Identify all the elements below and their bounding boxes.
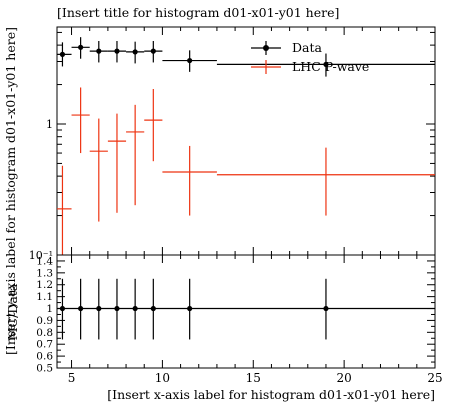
x-tick-label: 20 — [336, 371, 351, 385]
data-point — [187, 57, 193, 64]
ratio-point — [132, 305, 138, 312]
ratio-point — [150, 305, 156, 312]
x-tick-label: 5 — [68, 371, 76, 385]
ratio-point — [59, 305, 66, 312]
ratio-point — [96, 305, 102, 312]
ratio-point — [114, 305, 120, 312]
main-y-ticks: 10⁻¹ 1 — [29, 31, 435, 262]
legend-data-label: Data — [292, 40, 322, 55]
legend-data-marker-point — [263, 45, 269, 51]
data-point — [132, 49, 138, 55]
ratio-y-tick-label: 1.3 — [36, 267, 53, 279]
x-tick-label: 15 — [246, 371, 261, 385]
x-tick-labels: 5 10 15 20 25 — [68, 371, 443, 385]
data-point — [78, 44, 84, 50]
ratio-y-tick-label: 0.8 — [36, 327, 53, 339]
main-y-tick-label: 10⁻¹ — [29, 249, 53, 262]
data-point — [96, 48, 102, 54]
ratio-y-ticks: 0.50.60.70.80.911.11.21.31.4 — [36, 255, 435, 375]
ratio-y-tick-label: 1.2 — [36, 279, 53, 291]
ratio-y-tick-label: 0.7 — [36, 339, 53, 351]
ratio-y-tick-label: 1.1 — [36, 291, 53, 303]
main-y-axis-label: [Insert y-axis label for histogram d01-x… — [3, 27, 18, 355]
main-y-tick-label: 1 — [46, 118, 53, 131]
ratio-y-tick-label: 0.5 — [36, 363, 53, 375]
ratio-x-ticks — [71, 255, 436, 368]
ratio-y-tick-label: 0.9 — [36, 315, 53, 327]
data-point — [114, 48, 120, 54]
x-tick-label: 25 — [427, 371, 442, 385]
ratio-y-tick-label: 1 — [46, 303, 53, 315]
ratio-y-axis-label: MC/Data — [5, 283, 20, 340]
ratio-point — [187, 305, 193, 312]
ratio-plot-frame — [56, 254, 436, 369]
main-series — [57, 37, 435, 255]
data-point — [150, 48, 156, 54]
x-axis-label: [Insert x-axis label for histogram d01-x… — [107, 387, 435, 402]
ratio-plot: 0.50.60.70.80.911.11.21.31.4 — [36, 254, 436, 375]
ratio-y-tick-label: 0.6 — [36, 351, 53, 363]
chart-title: [Insert title for histogram d01-x01-y01 … — [57, 5, 339, 20]
ratio-point — [78, 305, 84, 312]
main-plot: 10⁻¹ 1 — [29, 26, 436, 262]
legend: Data LHC P-wave — [251, 40, 369, 74]
legend-entry-data: Data — [251, 40, 322, 55]
x-tick-label: 10 — [155, 371, 170, 385]
legend-lhc-label: LHC P-wave — [292, 59, 369, 74]
ratio-series — [59, 278, 329, 340]
data-point — [59, 51, 66, 57]
data-point — [323, 61, 329, 68]
main-x-ticks — [71, 27, 436, 255]
ratio-y-tick-label: 1.4 — [36, 255, 53, 267]
legend-entry-lhc: LHC P-wave — [251, 59, 369, 74]
ratio-point — [323, 305, 329, 312]
